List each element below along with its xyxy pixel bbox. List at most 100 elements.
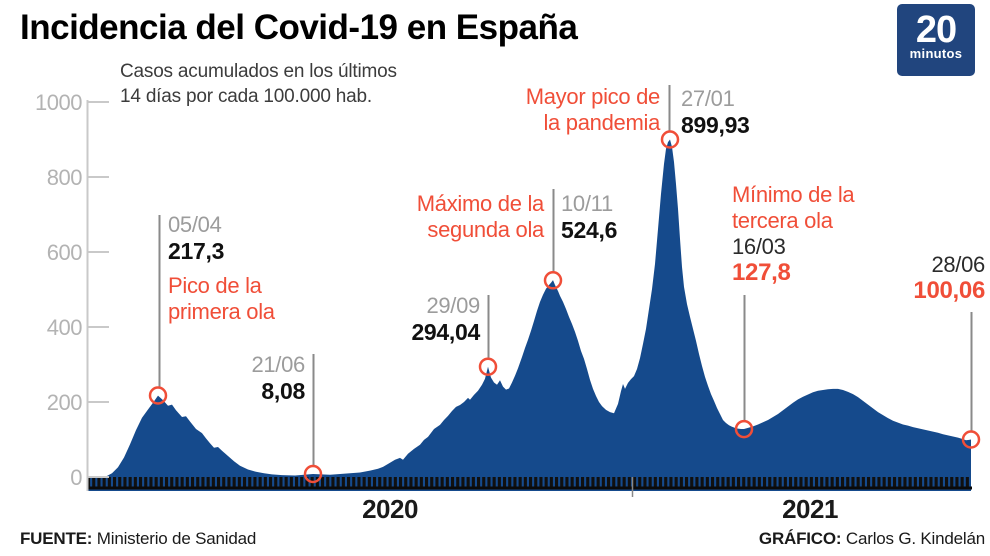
subtitle-line-1: Casos acumulados en los últimos [120,61,397,82]
x-axis-tick [747,477,751,488]
x-axis-tick [435,477,439,488]
x-axis-tick [144,477,148,488]
x-axis-tick [279,477,283,488]
x-axis-tick [877,477,881,488]
x-axis-tick [206,477,210,488]
x-axis-tick [217,477,221,488]
x-axis-tick [461,477,465,488]
x-axis-tick [596,477,600,488]
annotation-note: tercera ola [732,208,833,233]
x-axis-tick [347,477,351,488]
x-axis-tick [87,477,91,488]
x-axis-tick [482,477,486,488]
x-axis-tick [768,477,772,488]
x-axis-tick [336,477,340,488]
x-axis-tick [841,477,845,488]
annotation-block: 05/04 217,3 Pico de la primera ola [168,212,275,325]
x-axis-tick [799,477,803,488]
data-point-marker [660,130,680,149]
graphic-credit: GRÁFICO: Carlos G. Kindelán [759,529,985,549]
annotation-value: 100,06 [913,277,985,304]
annotation-note: Mayor pico de [525,84,661,109]
x-axis-tick [289,477,293,488]
x-axis-tick [367,477,371,488]
annotation-block: Mayor pico de la pandemia [525,84,661,136]
x-axis-tick [570,477,574,488]
x-axis-tick [617,477,621,488]
x-axis-tick [191,477,195,488]
x-axis-tick [742,477,746,488]
x-axis-tick [960,477,964,488]
data-point-marker [961,430,981,449]
x-axis-tick [575,477,579,488]
x-axis-tick [643,477,647,488]
x-axis-tick [263,477,267,488]
x-axis-tick [763,477,767,488]
x-axis-tick [508,477,512,488]
x-axis-tick [773,477,777,488]
x-axis-tick [123,477,127,488]
annotation-value: 217,3 [168,238,225,264]
x-axis-tick [471,477,475,488]
x-axis-baseline [87,486,972,490]
x-axis-tick [856,477,860,488]
x-axis-tick [789,477,793,488]
x-axis-tick [534,477,538,488]
x-axis-tick [778,477,782,488]
x-axis-tick [919,477,923,488]
x-axis-tick [721,477,725,488]
x-axis-year-label: 2021 [782,494,838,524]
x-axis-tick [804,477,808,488]
x-axis-tick [825,477,829,488]
x-axis-tick [492,477,496,488]
x-axis-tick [243,477,247,488]
x-axis-tick [107,477,111,488]
annotation-value: 524,6 [561,217,618,243]
x-axis-tick [409,477,413,488]
annotation-date: 21/06 [251,352,305,377]
x-axis-tick [965,477,969,488]
x-axis-tick [846,477,850,488]
x-axis-tick [378,477,382,488]
annotation-block: 29/09 294,04 [411,293,480,345]
x-axis-tick [544,477,548,488]
x-axis-tick [440,477,444,488]
data-point-marker [303,464,323,484]
annotation-date: 29/09 [426,293,480,318]
x-axis-tick [419,477,423,488]
x-axis-tick [653,477,657,488]
x-axis-tick [830,477,834,488]
x-axis-tick [373,477,377,488]
x-axis-tick [648,477,652,488]
x-axis-tick [638,477,642,488]
x-axis-tick [809,477,813,488]
x-axis-tick [586,477,590,488]
x-axis-tick [196,477,200,488]
x-axis-tick [253,477,257,488]
x-axis-tick [815,477,819,488]
source-credit: FUENTE: Ministerio de Sanidad [20,529,256,549]
x-axis-tick [227,477,231,488]
x-axis-tick [835,477,839,488]
covid-area-series [87,139,971,491]
x-axis-tick [383,477,387,488]
x-axis-tick [362,477,366,488]
x-axis-tick [331,477,335,488]
x-axis-tick [128,477,132,488]
y-axis-label: 400 [46,315,83,340]
chart-subtitle: Casos acumulados en los últimos 14 días … [120,59,397,109]
x-axis-tick [716,477,720,488]
annotation-value: 127,8 [732,259,791,286]
x-axis-tick [518,477,522,488]
annotation-block: Máximo de la segunda ola [417,191,545,243]
x-axis-tick [622,477,626,488]
x-axis-tick [425,477,429,488]
x-axis-tick [549,477,553,488]
annotation-date: 05/04 [168,212,222,237]
data-point-marker [478,357,498,376]
credit-text: Carlos G. Kindelán [845,529,985,548]
x-axis-tick [284,477,288,488]
